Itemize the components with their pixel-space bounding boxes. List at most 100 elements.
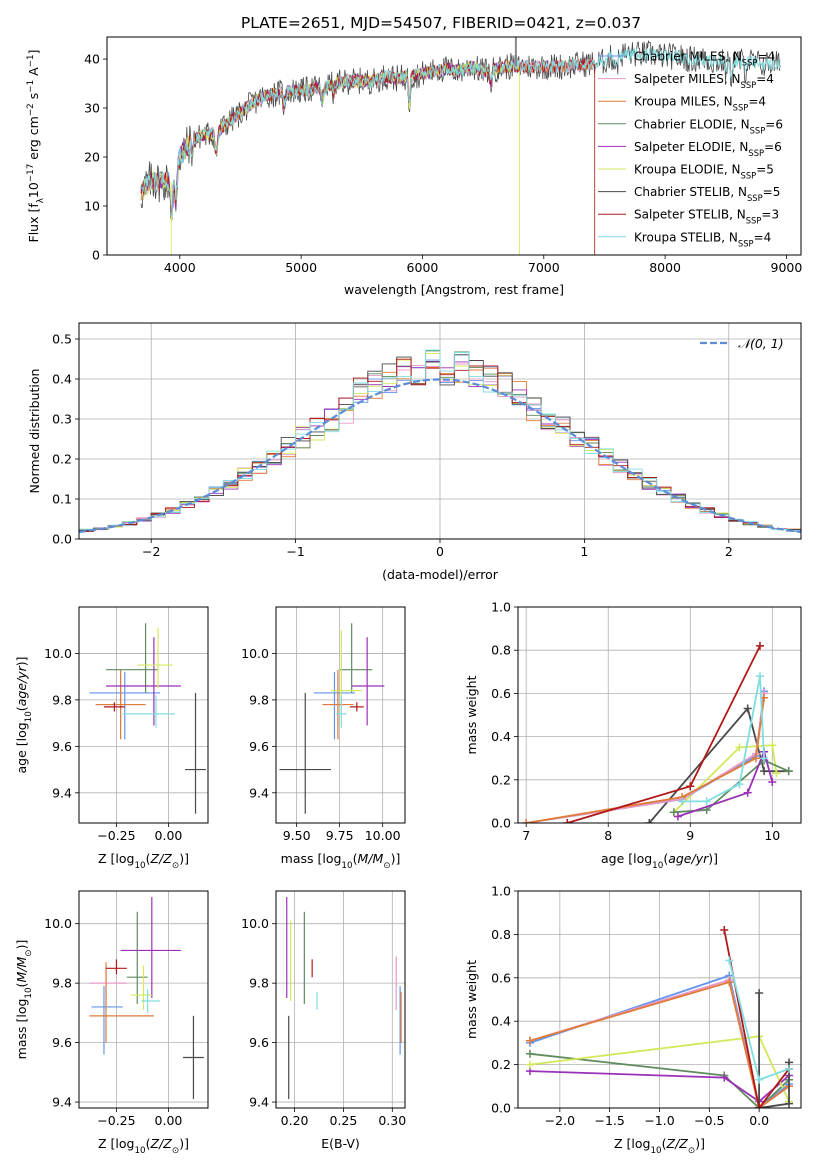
y-tick-label: 0.4 xyxy=(491,729,511,744)
plus-marker xyxy=(522,819,531,823)
plus-marker xyxy=(768,741,777,750)
grid xyxy=(79,607,208,823)
x-axis-label: E(B-V) xyxy=(321,1136,360,1151)
weight-line xyxy=(758,993,790,1108)
x-tick-label: 0.30 xyxy=(378,1113,406,1128)
y-tick-label: 0.3 xyxy=(52,412,72,427)
y-tick-label: 10.0 xyxy=(241,646,269,661)
plus-marker xyxy=(743,788,752,797)
plus-marker xyxy=(725,978,734,987)
x-tick-label: −2.0 xyxy=(545,1113,575,1128)
legend-label: Chabrier MILES, NSSP=4 xyxy=(634,50,775,68)
plus-marker xyxy=(735,743,744,752)
errorbar-marks xyxy=(286,896,402,1100)
x-tick-label: 4000 xyxy=(164,260,196,275)
errorbar-point xyxy=(279,692,332,814)
errorbar-point xyxy=(120,896,181,999)
figure-title: PLATE=2651, MJD=54507, FIBERID=0421, z=0… xyxy=(241,14,641,32)
axes-frame xyxy=(275,890,406,1109)
weight-line xyxy=(526,697,765,823)
axes-frame xyxy=(517,606,802,824)
plus-marker xyxy=(755,1104,764,1108)
x-tick-label: 7000 xyxy=(528,260,560,275)
y-tick-label: 1.0 xyxy=(491,884,511,899)
x-tick-label: −1 xyxy=(286,544,304,559)
grid xyxy=(518,606,801,824)
weight-lines xyxy=(522,641,793,823)
weight-line xyxy=(723,929,790,1108)
spectrum-legend: Chabrier MILES, NSSP=4 Salpeter MILES, NS… xyxy=(598,50,783,248)
errorbar-point xyxy=(106,959,127,975)
errorbar-point xyxy=(126,911,148,1004)
errorbar-point xyxy=(95,669,146,740)
spectrum-panel: 4000 5000 6000 7000 8000 9000 0 10 20 30 40 Chabrie… xyxy=(26,36,803,297)
x-axis-label: Z [log10(Z/Z⊙)] xyxy=(98,851,189,871)
x-tick-label: 2 xyxy=(725,544,733,559)
y-axis-label: mass [log10(M/M⊙)] xyxy=(14,940,34,1060)
errorbar-point xyxy=(89,962,154,1043)
plus-marker xyxy=(673,812,682,821)
plus-marker xyxy=(720,1073,729,1082)
y-tick-label: 0.6 xyxy=(491,686,511,701)
errorbar-point xyxy=(313,672,356,740)
y-tick-label: 10 xyxy=(84,199,100,214)
y-tick-label: 0.4 xyxy=(52,372,72,387)
weight-line xyxy=(673,759,790,814)
plus-marker xyxy=(755,672,764,681)
errorbar-point xyxy=(131,965,152,1010)
spectrum-lines xyxy=(140,37,781,255)
plus-marker xyxy=(563,819,572,823)
plus-marker xyxy=(768,777,777,786)
x-axis-label: Z [log10(Z/Z⊙)] xyxy=(98,1136,189,1156)
legend-label: Kroupa STELIB, NSSP=4 xyxy=(634,230,771,248)
y-tick-label: 9.8 xyxy=(249,976,269,991)
spectrum-line xyxy=(140,58,593,221)
x-axis-label: wavelength [Angstrom, rest frame] xyxy=(344,282,564,297)
x-tick-label: 5000 xyxy=(285,260,317,275)
y-tick-label: 0.5 xyxy=(52,332,72,347)
x-tick-label: 0.25 xyxy=(330,1113,358,1128)
ebv_mass-panel: 0.20 0.25 0.30 9.4 9.6 9.8 10.0 E(B-V) xyxy=(241,890,406,1151)
errorbar-point xyxy=(351,637,385,726)
plus-marker xyxy=(720,926,729,935)
histogram-panel: −2 −1 0 1 2 0.0 0.1 0.2 0.3 0.4 0.5 𝒩(0, 1) (data-mo… xyxy=(27,322,802,582)
errorbar-marks xyxy=(89,896,204,1100)
grid xyxy=(276,607,405,823)
x-tick-label: −1.0 xyxy=(644,1113,674,1128)
spectrum-line xyxy=(140,47,781,219)
y-axis-label: Normed distribution xyxy=(27,369,42,494)
y-tick-label: 9.4 xyxy=(249,1095,269,1110)
y-tick-label: 9.4 xyxy=(52,1095,72,1110)
errorbar-point xyxy=(89,968,127,1010)
plus-marker xyxy=(525,1060,534,1069)
x-tick-label: 1 xyxy=(580,544,588,559)
plus-marker xyxy=(725,956,734,965)
z_mass-panel: −0.25 0.00 9.4 9.6 9.8 10.0 Z [log10(Z/Z⊙)] mas… xyxy=(14,890,209,1156)
plus-marker xyxy=(686,782,695,791)
y-axis-label: age [log10(age/yr)] xyxy=(14,656,34,773)
y-tick-label: 9.8 xyxy=(52,692,72,707)
y-tick-label: 9.4 xyxy=(249,785,269,800)
plus-marker xyxy=(755,988,764,997)
axes-frame xyxy=(106,36,802,256)
y-tick-label: 0.8 xyxy=(491,927,511,942)
legend-label: Chabrier STELIB, NSSP=5 xyxy=(634,185,780,203)
weight-line xyxy=(566,645,761,823)
spectrum-line xyxy=(140,57,596,255)
plus-marker xyxy=(678,797,687,806)
x-tick-label: 9000 xyxy=(771,260,803,275)
errorbar-point xyxy=(183,1015,204,1100)
y-tick-label: 9.6 xyxy=(249,1035,269,1050)
age_weight-panel: 7 8 9 10 0.0 0.2 0.4 0.6 0.8 1.0 age [log10(age/yr… xyxy=(464,600,802,871)
errorbar-point xyxy=(141,989,161,1013)
y-tick-label: 10.0 xyxy=(44,916,72,931)
plus-marker xyxy=(785,1099,794,1108)
x-axis-label: age [log10(age/yr)] xyxy=(601,851,718,871)
x-tick-label: 0.00 xyxy=(155,828,183,843)
x-tick-label: 0.00 xyxy=(155,1113,183,1128)
errorbar-marks xyxy=(89,623,206,814)
plus-marker xyxy=(735,780,744,789)
legend-label: Chabrier ELODIE, NSSP=6 xyxy=(634,117,783,135)
errorbar-point xyxy=(91,986,123,1055)
